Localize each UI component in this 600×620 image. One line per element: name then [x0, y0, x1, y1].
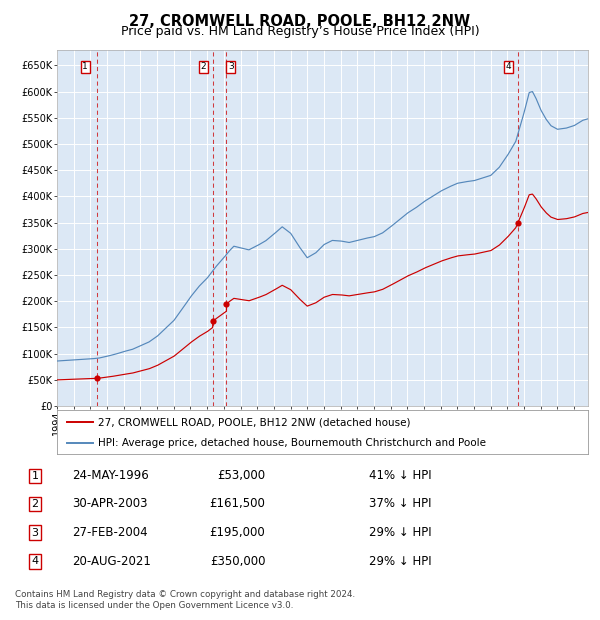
Text: 41% ↓ HPI: 41% ↓ HPI — [369, 469, 432, 482]
Text: 30-APR-2003: 30-APR-2003 — [73, 497, 148, 510]
Text: 29% ↓ HPI: 29% ↓ HPI — [369, 526, 432, 539]
Text: 4: 4 — [31, 556, 38, 566]
Text: 2: 2 — [200, 63, 206, 71]
Text: 2: 2 — [31, 499, 38, 509]
Text: 29% ↓ HPI: 29% ↓ HPI — [369, 555, 432, 568]
Text: 20-AUG-2021: 20-AUG-2021 — [73, 555, 151, 568]
Text: £350,000: £350,000 — [210, 555, 265, 568]
Text: Contains HM Land Registry data © Crown copyright and database right 2024.
This d: Contains HM Land Registry data © Crown c… — [15, 590, 355, 609]
Text: 27, CROMWELL ROAD, POOLE, BH12 2NW: 27, CROMWELL ROAD, POOLE, BH12 2NW — [130, 14, 470, 29]
Text: 1: 1 — [32, 471, 38, 481]
Text: Price paid vs. HM Land Registry’s House Price Index (HPI): Price paid vs. HM Land Registry’s House … — [121, 25, 479, 38]
Text: 24-MAY-1996: 24-MAY-1996 — [73, 469, 149, 482]
Text: 27, CROMWELL ROAD, POOLE, BH12 2NW (detached house): 27, CROMWELL ROAD, POOLE, BH12 2NW (deta… — [98, 417, 411, 427]
Text: 4: 4 — [506, 63, 512, 71]
Text: 27-FEB-2004: 27-FEB-2004 — [73, 526, 148, 539]
Text: £195,000: £195,000 — [209, 526, 265, 539]
Text: 3: 3 — [32, 528, 38, 538]
Text: HPI: Average price, detached house, Bournemouth Christchurch and Poole: HPI: Average price, detached house, Bour… — [98, 438, 487, 448]
Text: £161,500: £161,500 — [209, 497, 265, 510]
Text: 1: 1 — [82, 63, 88, 71]
Text: 3: 3 — [228, 63, 233, 71]
Text: 37% ↓ HPI: 37% ↓ HPI — [369, 497, 431, 510]
Text: £53,000: £53,000 — [217, 469, 265, 482]
